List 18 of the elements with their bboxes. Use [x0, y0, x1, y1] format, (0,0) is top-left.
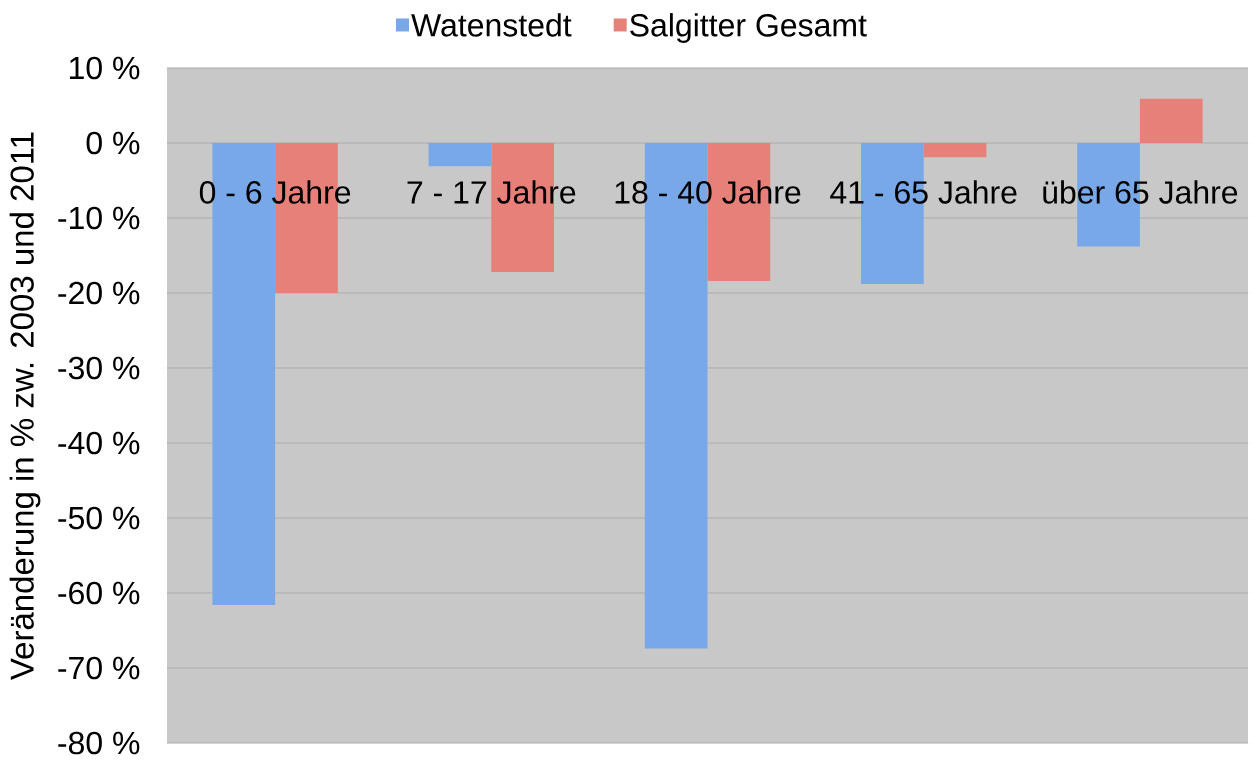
y-tick-label: -40 % [58, 431, 140, 455]
y-tick-label: -80 % [58, 731, 140, 755]
y-tick-label: -50 % [58, 506, 140, 530]
y-tick-label: -20 % [58, 281, 140, 305]
y-tick-label: -30 % [58, 356, 140, 380]
x-tick-label: über 65 Jahre [1043, 180, 1238, 204]
x-tick-label: 7 - 17 Jahre [407, 180, 576, 204]
x-tick-label: 41 - 65 Jahre [830, 180, 1017, 204]
legend-label: Salgitter Gesamt [630, 13, 867, 43]
x-tick-label: 18 - 40 Jahre [615, 180, 801, 204]
legend-label: Watenstedt [411, 13, 572, 37]
y-tick-label: 10 % [69, 56, 140, 80]
y-tick-label: -60 % [58, 581, 140, 605]
y-axis-title: Veränderung in % zw. 2003 und 2011 [9, 132, 41, 680]
y-tick-label: 0 % [86, 131, 140, 155]
x-tick-label: 0 - 6 Jahre [199, 180, 351, 204]
y-tick-label: -10 % [58, 206, 140, 230]
y-tick-label: -70 % [58, 656, 140, 680]
